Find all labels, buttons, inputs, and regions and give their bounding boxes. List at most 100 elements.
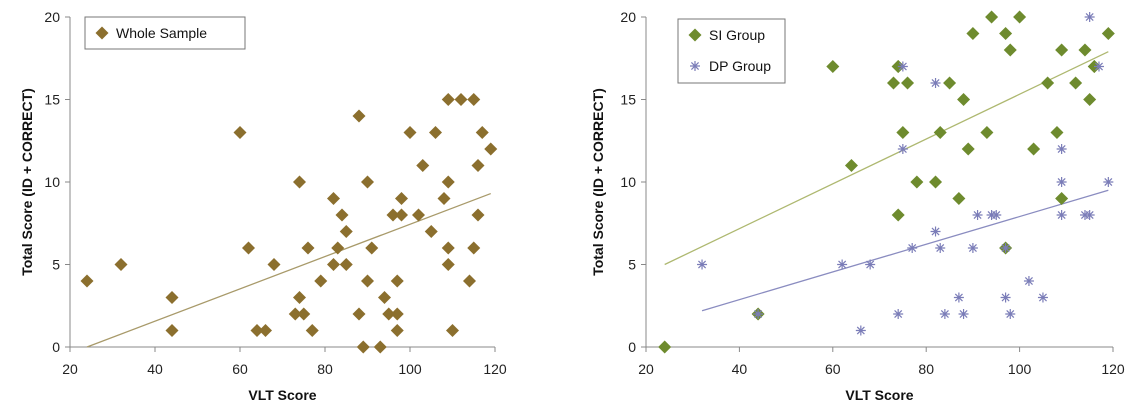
- legend: SI Group DP Group: [677, 18, 786, 84]
- data-point: [1005, 309, 1016, 319]
- legend-marker: [690, 61, 700, 71]
- legend-box: [84, 16, 246, 50]
- y-tick-label: 15: [620, 92, 636, 108]
- data-point: [1003, 43, 1017, 57]
- x-tick-label: 80: [918, 361, 934, 377]
- data-point: [887, 76, 901, 90]
- data-point: [441, 175, 455, 189]
- data-point: [1027, 142, 1041, 156]
- data-point: [893, 309, 904, 319]
- data-point: [361, 175, 374, 189]
- y-tick-label: 5: [52, 257, 60, 273]
- y-tick-label: 0: [52, 339, 60, 355]
- y-axis-title: Total Score (ID + CORRECT): [590, 88, 606, 276]
- data-point: [395, 208, 408, 222]
- data-point: [985, 10, 999, 24]
- data-point: [471, 159, 485, 172]
- data-point: [1083, 93, 1097, 106]
- data-point: [390, 307, 404, 321]
- data-point: [327, 258, 340, 271]
- data-point: [437, 192, 451, 205]
- data-point: [382, 307, 396, 321]
- x-tick-label: 100: [398, 361, 422, 377]
- data-point: [953, 292, 964, 303]
- data-point: [966, 27, 980, 40]
- data-point: [967, 243, 978, 253]
- legend: Whole Sample: [84, 16, 246, 50]
- x-tick-label: 20: [638, 361, 654, 377]
- data-point: [897, 144, 908, 154]
- data-point: [352, 109, 366, 123]
- data-point: [930, 226, 941, 237]
- y-axis-title: Total Score (ID + CORRECT): [19, 88, 35, 276]
- legend-marker: [688, 28, 702, 42]
- data-point: [475, 126, 489, 139]
- data-point: [361, 274, 374, 288]
- data-point: [958, 309, 969, 319]
- y-tick-label: 10: [620, 174, 636, 190]
- data-point: [165, 291, 179, 304]
- data-point: [1084, 210, 1095, 220]
- data-point: [907, 243, 918, 253]
- data-point: [267, 258, 281, 271]
- data-point: [1013, 10, 1027, 24]
- data-point: [1101, 27, 1115, 40]
- trendline: [664, 51, 1109, 266]
- y-tick-label: 15: [44, 92, 60, 108]
- x-tick-label: 60: [825, 361, 841, 377]
- data-point: [250, 324, 264, 337]
- data-point: [288, 307, 302, 321]
- data-point: [441, 93, 455, 106]
- data-point: [1055, 192, 1069, 205]
- data-point: [837, 259, 848, 270]
- data-point: [305, 324, 319, 337]
- data-point: [930, 78, 941, 88]
- x-tick-label: 40: [732, 361, 748, 377]
- y-tick-label: 10: [44, 174, 60, 190]
- data-point: [335, 208, 349, 222]
- data-point: [1056, 210, 1067, 220]
- data-point: [373, 340, 387, 354]
- x-tick-label: 40: [147, 361, 163, 377]
- legend-label: SI Group: [709, 27, 765, 43]
- data-point: [1055, 43, 1069, 57]
- x-tick-label: 60: [232, 361, 248, 377]
- data-point: [390, 274, 404, 288]
- data-point: [114, 258, 128, 271]
- series-dp-group: [697, 12, 1114, 336]
- chart-panel-2: 0 5 10 15 20 20 40 60 80 100 120 VLT Score Total Sco…: [590, 9, 1125, 403]
- data-point: [865, 259, 876, 270]
- data-point: [242, 241, 255, 255]
- data-point: [1084, 12, 1095, 22]
- data-point: [424, 225, 438, 238]
- data-point: [471, 208, 485, 222]
- data-point: [301, 241, 315, 255]
- data-point: [339, 258, 353, 271]
- data-point: [1078, 43, 1092, 57]
- data-point: [80, 274, 94, 288]
- x-axis-title: VLT Score: [845, 387, 913, 403]
- data-point: [390, 324, 404, 337]
- data-point: [957, 93, 971, 106]
- data-point: [933, 126, 947, 139]
- data-point: [395, 192, 408, 205]
- data-point: [1103, 177, 1114, 187]
- data-point: [901, 76, 915, 90]
- x-tick-label: 120: [483, 361, 507, 377]
- data-point: [929, 175, 943, 189]
- data-point: [467, 241, 481, 255]
- data-point: [403, 126, 417, 139]
- x-axis-title: VLT Score: [248, 387, 316, 403]
- data-point: [1056, 177, 1067, 187]
- series-whole-sample: [80, 93, 498, 354]
- data-point: [429, 126, 442, 139]
- x-tick-label: 100: [1008, 361, 1032, 377]
- data-point: [1069, 76, 1083, 90]
- data-point: [293, 175, 306, 189]
- data-point: [1050, 126, 1064, 139]
- data-point: [412, 208, 425, 222]
- data-point: [297, 307, 311, 321]
- data-point: [331, 241, 345, 255]
- x-tick-label: 80: [317, 361, 333, 377]
